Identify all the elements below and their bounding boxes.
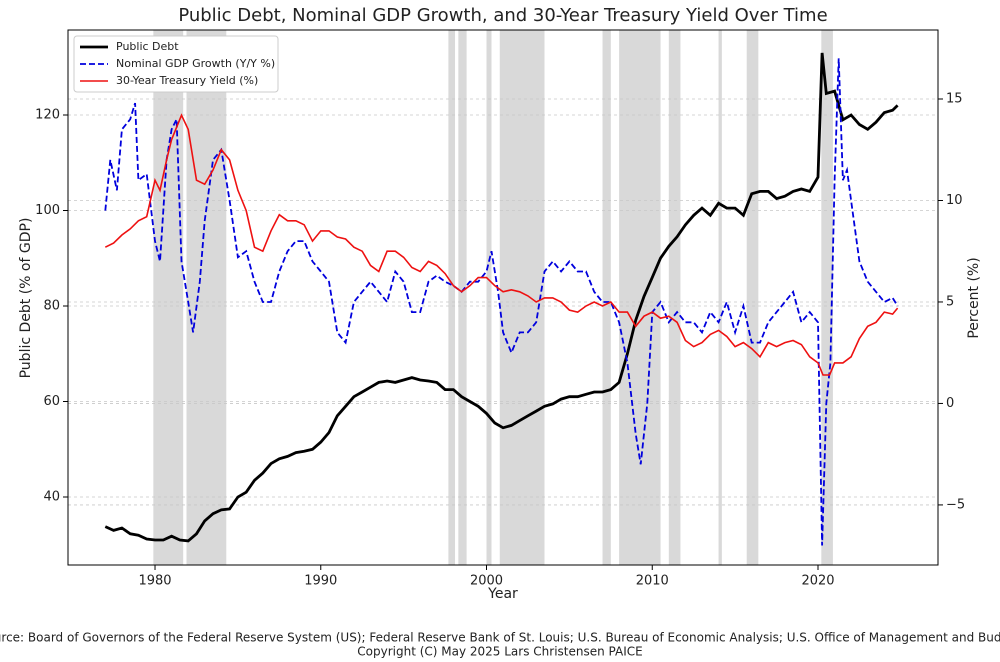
x-tick-label: 1980 (138, 574, 171, 589)
shaded-region (186, 30, 227, 565)
y-tick-label: 60 (43, 394, 60, 409)
y2-axis-label: Percent (%) (966, 257, 982, 338)
x-tick-label: 2000 (470, 574, 503, 589)
plot-frame (67, 29, 939, 566)
shaded-region (718, 30, 722, 565)
legend-label: Public Debt (116, 40, 179, 53)
series-line (104, 113, 899, 376)
copyright-note: Copyright (C) May 2025 Lars Christensen … (357, 645, 642, 659)
shaded-region (458, 30, 467, 565)
shaded-region (153, 30, 184, 565)
y-tick-label: 80 (43, 298, 60, 313)
x-tick-label: 2020 (801, 574, 834, 589)
shaded-region (602, 30, 611, 565)
y-tick-label: 100 (35, 203, 60, 218)
shaded-region (448, 30, 456, 565)
shaded-region (619, 30, 661, 565)
y-axis-label: Public Debt (% of GDP) (18, 218, 34, 379)
legend-label: 30-Year Treasury Yield (%) (116, 74, 258, 87)
y2-tick-label: 10 (946, 193, 963, 208)
legend-box (73, 35, 279, 93)
shaded-region (821, 30, 833, 565)
source-note: Source: Board of Governors of the Federa… (0, 631, 1000, 645)
shaded-region (499, 30, 545, 565)
shaded-region (486, 30, 492, 565)
y-tick-label: 120 (35, 107, 60, 122)
chart-title: Public Debt, Nominal GDP Growth, and 30-… (178, 5, 827, 26)
x-tick-label: 1990 (304, 574, 337, 589)
y2-tick-label: 5 (946, 294, 954, 309)
shaded-region (668, 30, 681, 565)
series-line (104, 52, 899, 543)
y2-tick-label: −5 (946, 497, 965, 512)
series-line (104, 58, 899, 546)
y2-tick-label: 15 (946, 92, 963, 107)
y2-tick-label: 0 (946, 396, 954, 411)
shaded-region (746, 30, 759, 565)
x-axis-label: Year (487, 586, 518, 602)
legend-label: Nominal GDP Growth (Y/Y %) (116, 57, 275, 70)
x-tick-label: 2010 (636, 574, 669, 589)
y-tick-label: 40 (43, 490, 60, 505)
